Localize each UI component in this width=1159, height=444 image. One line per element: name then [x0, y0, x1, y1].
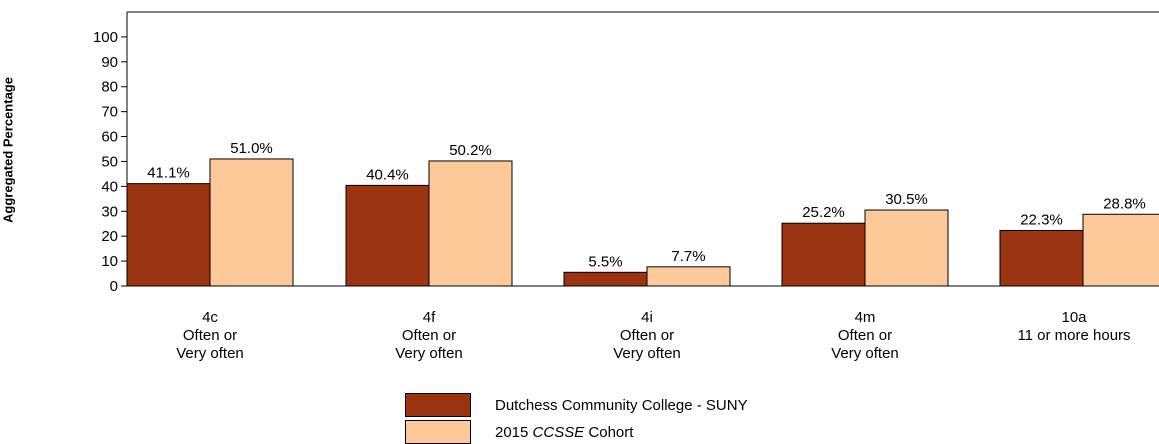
bar-series2-4m — [864, 209, 949, 287]
y-tick-label-30: 30 — [101, 203, 118, 220]
category-label-4f-line3: Very often — [395, 345, 463, 362]
data-label-series2-4f: 50.2% — [449, 142, 492, 159]
data-label-series2-4c: 51.0% — [230, 140, 273, 157]
data-label-series2-4i: 7.7% — [671, 248, 705, 265]
legend-swatch-cohort — [405, 420, 471, 444]
bar-series2-4f — [428, 160, 513, 287]
category-label-4m-line3: Very often — [831, 345, 899, 362]
chart-data-labels: 41.1% 40.4% 5.5% 25.2% 22.3% 51.0% 50.2% 7.7% 30… — [147, 140, 1146, 270]
y-tick-label-80: 80 — [101, 79, 118, 96]
category-label-10a: 10a 11 or more hours — [989, 309, 1159, 363]
category-label-4i-line3: Very often — [613, 345, 681, 362]
legend-item-cohort: 2015 CCSSE Cohort — [405, 420, 925, 444]
category-label-4f: 4f Often or Very often — [344, 309, 514, 363]
category-label-10a-code: 10a — [1061, 309, 1087, 326]
legend-label-cohort-italic: CCSSE — [532, 424, 585, 441]
y-tick-label-40: 40 — [101, 178, 118, 195]
category-label-4i: 4i Often or Very often — [562, 309, 732, 363]
category-label-4c: 4c Often or Very often — [125, 309, 295, 363]
category-label-4c-code: 4c — [202, 309, 218, 326]
category-label-4c-line3: Very often — [176, 345, 244, 362]
category-label-4m: 4m Often or Very often — [780, 309, 950, 363]
data-label-series1-10a: 22.3% — [1020, 211, 1063, 228]
category-label-4m-code: 4m — [854, 309, 876, 326]
legend-swatch-dutchess — [405, 393, 471, 417]
bar-series2-10a — [1082, 213, 1159, 287]
data-label-series1-4i: 5.5% — [588, 253, 622, 270]
category-label-4f-code: 4f — [422, 309, 436, 326]
y-tick-label-100: 100 — [93, 29, 118, 46]
category-label-10a-line2: 11 or more hours — [1017, 327, 1131, 344]
bar-series1-4i — [563, 271, 648, 287]
bar-series1-10a — [999, 229, 1084, 287]
bar-series1-4f — [345, 184, 430, 287]
category-label-10a-line3 — [989, 345, 1159, 363]
legend-label-cohort-suffix: Cohort — [584, 424, 634, 441]
y-tick-label-60: 60 — [101, 129, 118, 146]
bar-series2-4c — [209, 158, 294, 287]
data-label-series2-10a: 28.8% — [1103, 195, 1146, 212]
chart-bars — [126, 158, 1159, 287]
data-label-series1-4c: 41.1% — [147, 165, 190, 182]
y-tick-label-0: 0 — [110, 278, 118, 295]
bar-series1-4c — [126, 183, 211, 287]
category-label-4c-line2: Often or — [182, 327, 238, 344]
category-label-4f-line2: Often or — [401, 327, 457, 344]
data-label-series1-4m: 25.2% — [802, 204, 845, 221]
y-tick-label-10: 10 — [101, 253, 118, 270]
category-label-4i-code: 4i — [641, 309, 653, 326]
data-label-series1-4f: 40.4% — [366, 166, 409, 183]
category-label-4i-line2: Often or — [619, 327, 675, 344]
chart-axes: 0 10 20 30 40 50 60 70 80 90 100 — [93, 11, 1159, 295]
y-tick-label-20: 20 — [101, 228, 118, 245]
y-tick-label-70: 70 — [101, 104, 118, 121]
legend-label-cohort-prefix: 2015 — [495, 424, 533, 441]
y-axis-label-text: Aggregated Percentage — [0, 77, 16, 223]
legend-label-cohort: 2015 CCSSE Cohort — [495, 424, 633, 441]
y-tick-label-50: 50 — [101, 153, 118, 170]
legend-label-dutchess: Dutchess Community College - SUNY — [495, 397, 748, 414]
bar-series1-4m — [781, 222, 866, 287]
y-tick-label-90: 90 — [101, 54, 118, 71]
bar-series2-4i — [646, 266, 731, 287]
legend-item-dutchess: Dutchess Community College - SUNY — [405, 393, 925, 417]
category-label-4m-line2: Often or — [837, 327, 893, 344]
data-label-series2-4m: 30.5% — [885, 191, 928, 208]
